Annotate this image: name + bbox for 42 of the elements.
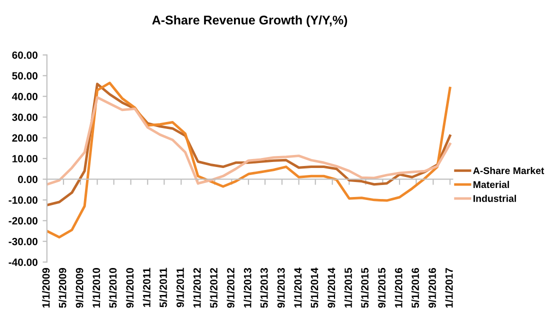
x-tick-label: 5/1/2010 <box>108 268 117 308</box>
line-series <box>46 82 452 238</box>
x-tick-label: 9/1/2009 <box>76 268 84 308</box>
line-series <box>46 96 452 186</box>
y-tick-label: 60.00 <box>12 51 38 59</box>
x-tick-label: 5/1/2013 <box>260 268 268 308</box>
x-tick-label: 9/1/2012 <box>226 268 235 308</box>
legend-label: Industrial <box>474 194 516 202</box>
y-tick-label: 0.00 <box>18 176 38 184</box>
x-tick-label: 5/1/2014 <box>310 268 318 308</box>
legend-label: Material <box>474 180 509 188</box>
x-tick-label: 5/1/2011 <box>159 268 168 308</box>
x-tick-label: 5/1/2012 <box>210 268 218 308</box>
y-tick-label: 40.00 <box>12 92 38 100</box>
y-tick-label: -40.00 <box>8 258 38 266</box>
x-tick-label: 9/1/2013 <box>277 268 285 308</box>
x-tick-label: 1/1/2017 <box>445 268 453 308</box>
x-tick-label: 1/1/2015 <box>344 268 352 308</box>
x-tick-label: 5/1/2016 <box>411 268 420 308</box>
x-tick-label: 5/1/2009 <box>58 268 66 308</box>
chart-title: A-Share Revenue Growth (Y/Y,%) <box>152 15 348 27</box>
x-tick-label: 1/1/2009 <box>42 268 50 308</box>
x-tick-label: 1/1/2016 <box>394 268 402 308</box>
x-tick-label: 1/1/2014 <box>294 268 302 308</box>
y-tick-label: 50.00 <box>12 72 38 80</box>
x-tick-label: 1/1/2013 <box>244 268 252 308</box>
y-tick-label: -10.00 <box>8 196 38 204</box>
legend-label: A-Share Market <box>473 166 544 174</box>
y-tick-label: -30.00 <box>8 238 38 246</box>
x-tick-label: 1/1/2010 <box>92 268 100 308</box>
x-tick-label: 1/1/2012 <box>193 268 201 308</box>
x-tick-label: 1/1/2011 <box>142 268 151 307</box>
y-tick-label: 30.00 <box>12 114 38 121</box>
y-tick-label: 20.00 <box>12 134 38 142</box>
x-tick-label: 9/1/2011 <box>176 268 184 308</box>
y-tick-label: -20.00 <box>8 217 38 225</box>
x-tick-label: 9/1/2015 <box>378 268 386 308</box>
x-tick-label: 9/1/2010 <box>126 268 134 308</box>
y-tick-label: 10.00 <box>12 155 38 162</box>
x-tick-label: 9/1/2016 <box>428 268 436 308</box>
x-tick-label: 5/1/2015 <box>360 268 369 308</box>
x-tick-label: 9/1/2014 <box>327 268 336 308</box>
